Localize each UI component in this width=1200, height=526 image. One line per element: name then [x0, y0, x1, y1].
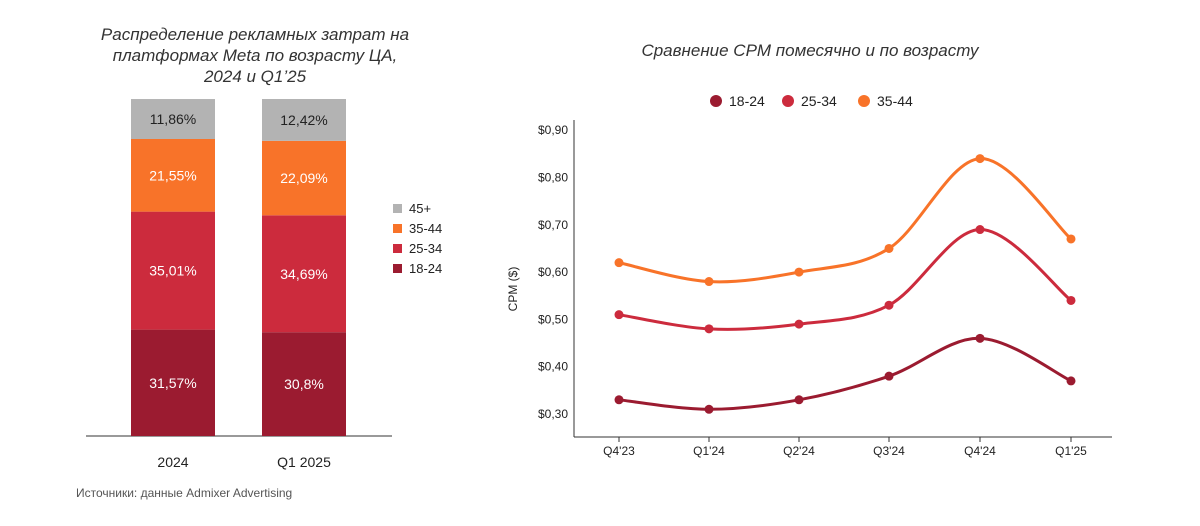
bar-data-label: 30,8% [284, 376, 324, 392]
legend-label: 25-34 [409, 241, 442, 256]
y-tick-label: $0,70 [538, 218, 568, 232]
data-point-25-34 [704, 324, 714, 334]
data-point-18-24 [975, 333, 985, 343]
y-axis-label: CPM ($) [506, 267, 520, 312]
bar-data-label: 34,69% [280, 266, 327, 282]
bar-data-label: 21,55% [149, 167, 196, 183]
legend-label: 45+ [409, 201, 431, 216]
x-tick-label: Q1'24 [693, 444, 725, 458]
bar-chart-title-line: платформах Meta по возрасту ЦА, [112, 46, 398, 65]
data-point-18-24 [794, 395, 804, 405]
legend-marker [858, 95, 870, 107]
bar-segment-18-24 [131, 329, 215, 436]
bar-data-label: 22,09% [280, 170, 327, 186]
cpm-line-chart: $0,30 $0,40 $0,50 $0,60 $0,70 $0,80 $0,90 Q4'23… [506, 93, 1112, 458]
data-point-18-24 [884, 371, 894, 381]
bar-data-label: 35,01% [149, 263, 196, 279]
x-tick-label: Q3'24 [873, 444, 905, 458]
series-line-18-24 [618, 336, 1072, 411]
y-tick-label: $0,90 [538, 123, 568, 137]
bar-segment-25-34 [131, 211, 215, 330]
legend-label: 18-24 [409, 261, 442, 276]
data-point-35-44 [704, 277, 714, 287]
legend-swatch [393, 244, 402, 253]
x-tick-label: Q1'25 [1055, 444, 1087, 458]
y-tick-label: $0,80 [538, 171, 568, 185]
bar-segment-35-44 [262, 140, 346, 216]
bar-data-label: 11,86% [150, 111, 196, 127]
data-point-35-44 [884, 243, 894, 253]
legend-marker [710, 95, 722, 107]
data-point-35-44 [614, 258, 624, 268]
x-tick-label: Q4'24 [964, 444, 996, 458]
x-tick-label: 2024 [157, 454, 188, 470]
bar-chart-title-line: 2024 и Q1’25 [203, 67, 307, 86]
data-point-25-34 [884, 300, 894, 310]
data-point-35-44 [1066, 234, 1076, 244]
data-point-18-24 [614, 395, 624, 405]
data-point-25-34 [1066, 295, 1076, 305]
x-tick-label: Q2'24 [783, 444, 815, 458]
legend-label: 35-44 [409, 221, 442, 236]
bar-data-label: 12,42% [280, 112, 327, 128]
bar-segment-45+ [131, 99, 215, 140]
bar-data-label: 31,57% [149, 375, 196, 391]
stacked-bar-chart: 31,57% 35,01% 21,55% 11,86% 2024 30,8% 34,69% 2… [86, 99, 442, 470]
y-tick-label: $0,60 [538, 265, 568, 279]
data-point-35-44 [975, 154, 985, 164]
legend-marker [782, 95, 794, 107]
legend-swatch [393, 204, 402, 213]
bar-chart-title-line: Распределение рекламных затрат на [100, 25, 410, 44]
source-note: Источники: данные Admixer Advertising [76, 486, 293, 500]
x-tick-label: Q1 2025 [277, 454, 331, 470]
y-tick-label: $0,50 [538, 312, 568, 326]
line-chart-title: Сравнение CPM помесячно и по возрасту [641, 41, 979, 60]
legend-label: 25-34 [801, 93, 837, 109]
data-point-18-24 [704, 404, 714, 414]
data-point-35-44 [794, 267, 804, 277]
data-point-25-34 [614, 310, 624, 320]
data-point-25-34 [975, 225, 985, 235]
legend-label: 35-44 [877, 93, 913, 109]
bar-segment-18-24 [262, 332, 346, 436]
bar-segment-25-34 [262, 215, 346, 333]
legend-swatch [393, 224, 402, 233]
bar-chart-title: Распределение рекламных затрат на платфо… [60, 24, 450, 87]
legend-swatch [393, 264, 402, 273]
bar-segment-45+ [262, 99, 346, 141]
x-tick-label: Q4'23 [603, 444, 635, 458]
series-line-35-44 [618, 157, 1073, 284]
y-tick-label: $0,30 [538, 407, 568, 421]
legend-label: 18-24 [729, 93, 765, 109]
y-tick-label: $0,40 [538, 360, 568, 374]
bar-segment-35-44 [131, 139, 215, 212]
data-point-25-34 [794, 319, 804, 329]
data-point-18-24 [1066, 376, 1076, 386]
